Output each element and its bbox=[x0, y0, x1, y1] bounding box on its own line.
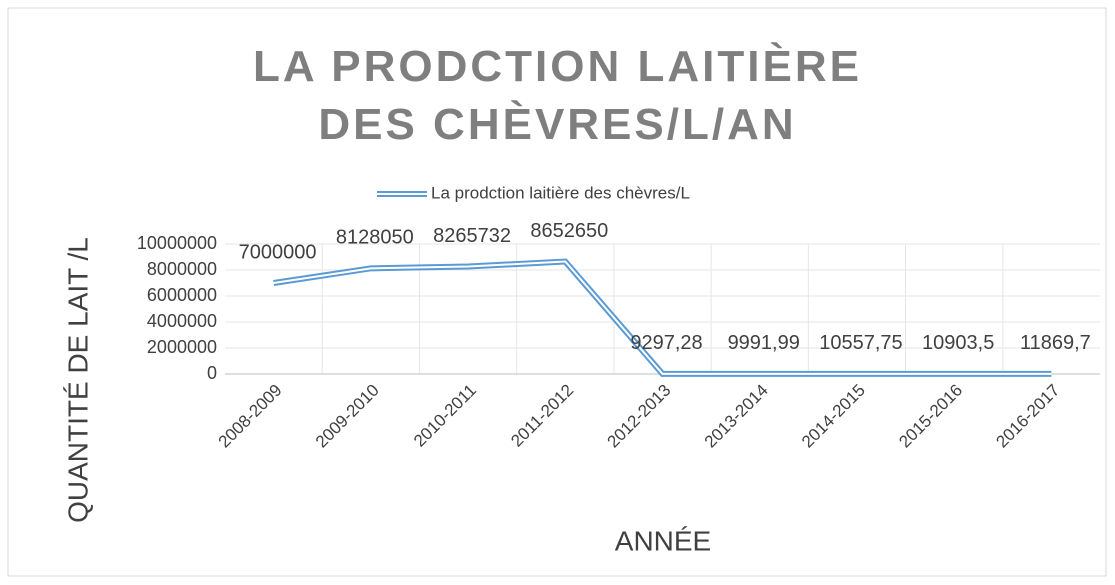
chart-title: LA PRODCTION LAITIÈRE DES CHÈVRES/L/AN bbox=[253, 42, 862, 149]
data-label: 9991,99 bbox=[728, 332, 800, 354]
chart-border bbox=[7, 7, 1107, 577]
data-label: 8128050 bbox=[336, 227, 414, 249]
data-label: 10557,75 bbox=[819, 332, 902, 354]
x-axis-label: ANNÉE bbox=[615, 525, 711, 556]
y-tick-label: 4000000 bbox=[147, 311, 217, 331]
series-line-inner bbox=[273, 260, 1052, 375]
y-tick-label: 2000000 bbox=[147, 337, 217, 357]
y-tick-label: 10000000 bbox=[137, 233, 217, 253]
data-label: 11869,7 bbox=[1020, 332, 1091, 354]
data-label: 8652650 bbox=[530, 220, 608, 242]
y-tick-label: 8000000 bbox=[147, 259, 217, 279]
y-tick-label: 6000000 bbox=[147, 285, 217, 305]
data-label: 10903,5 bbox=[922, 332, 994, 354]
legend-label: La prodction laitière des chèvres/L bbox=[431, 183, 690, 202]
data-label: 9297,28 bbox=[630, 332, 702, 354]
y-axis-label: QUANTITÉ DE LAIT /L bbox=[62, 237, 93, 523]
y-tick-label: 0 bbox=[207, 363, 217, 383]
data-label: 7000000 bbox=[239, 241, 317, 263]
data-label: 8265732 bbox=[433, 225, 511, 247]
